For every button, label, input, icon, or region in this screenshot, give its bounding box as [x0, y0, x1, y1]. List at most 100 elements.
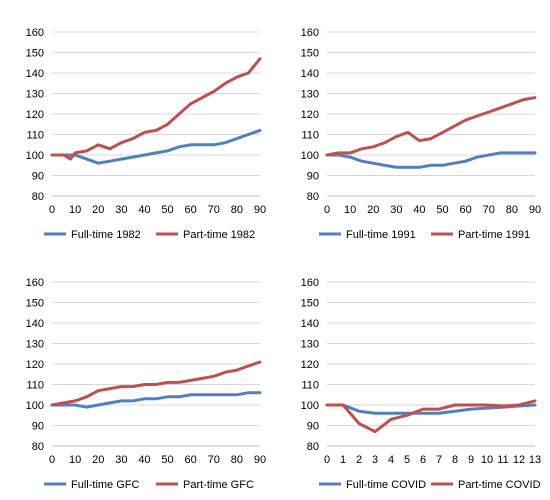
legend-label: Full-time 1991: [346, 229, 416, 241]
y-tick-label: 100: [26, 150, 44, 162]
y-tick-label: 150: [301, 298, 319, 310]
y-tick-label: 120: [301, 359, 319, 371]
y-tick-label: 150: [26, 298, 44, 310]
x-tick-label: 20: [92, 454, 104, 466]
legend-label: Part-time COVID: [458, 479, 541, 491]
y-tick-label: 160: [26, 27, 44, 39]
y-tick-label: 120: [26, 109, 44, 121]
y-tick-label: 130: [301, 339, 319, 351]
y-tick-label: 110: [301, 380, 319, 392]
x-tick-label: 11: [497, 454, 508, 466]
x-tick-label: 30: [390, 204, 402, 216]
x-tick-label: 80: [231, 204, 243, 216]
legend-label: Full-time GFC: [71, 479, 140, 491]
y-tick-label: 80: [32, 441, 44, 453]
series-line: [50, 360, 262, 407]
y-tick-label: 90: [307, 171, 319, 183]
x-tick-label: 50: [161, 204, 173, 216]
x-tick-label: 50: [436, 204, 448, 216]
y-tick-label: 130: [301, 89, 319, 101]
x-tick-label: 7: [436, 454, 442, 466]
x-tick-label: 0: [324, 204, 330, 216]
x-tick-label: 10: [481, 454, 493, 466]
y-tick-label: 90: [307, 421, 319, 433]
y-tick-label: 160: [26, 277, 44, 289]
x-tick-label: 30: [115, 204, 127, 216]
y-tick-label: 110: [26, 380, 44, 392]
x-tick-label: 0: [49, 204, 55, 216]
x-tick-label: 90: [254, 454, 266, 466]
x-tick-label: 1: [340, 454, 346, 466]
x-tick-label: 10: [69, 204, 81, 216]
x-tick-label: 13: [529, 454, 541, 466]
x-tick-label: 70: [483, 204, 495, 216]
x-tick-label: 90: [254, 204, 266, 216]
x-tick-label: 40: [138, 454, 150, 466]
x-tick-label: 60: [185, 454, 197, 466]
chart-gfc: 80 90 100 110 120 130 140 150 160 0 10 20 30 40 50 60 70…: [26, 277, 266, 491]
x-tick-label: 9: [468, 454, 474, 466]
series-line: [325, 96, 537, 157]
y-tick-label: 80: [32, 191, 44, 203]
y-tick-label: 120: [26, 359, 44, 371]
y-tick-label: 130: [26, 89, 44, 101]
x-tick-label: 60: [185, 204, 197, 216]
x-tick-label: 0: [324, 454, 330, 466]
x-tick-label: 80: [231, 454, 243, 466]
y-tick-label: 150: [26, 48, 44, 60]
x-tick-label: 10: [344, 204, 356, 216]
x-tick-label: 20: [367, 204, 379, 216]
x-tick-label: 5: [404, 454, 410, 466]
x-tick-label: 0: [49, 454, 55, 466]
series-line: [50, 57, 262, 161]
x-tick-label: 6: [420, 454, 426, 466]
y-tick-label: 140: [26, 318, 44, 330]
chart-1991: 80 90 100 110 120 130 140 150 160 0 10 20 30 40 50 60 70…: [301, 27, 541, 241]
y-tick-label: 160: [301, 27, 319, 39]
y-tick-label: 120: [301, 109, 319, 121]
y-tick-label: 80: [307, 191, 319, 203]
x-tick-label: 60: [460, 204, 472, 216]
x-tick-label: 20: [92, 204, 104, 216]
legend-label: Part-time 1982: [183, 229, 255, 241]
y-tick-label: 80: [307, 441, 319, 453]
y-tick-label: 100: [26, 400, 44, 412]
y-tick-label: 90: [32, 421, 44, 433]
chart-1982: 80 90 100 110 120 130 140 150 160 0 10 20 30 40 50 60 70…: [26, 27, 266, 241]
x-tick-label: 50: [161, 454, 173, 466]
y-tick-label: 160: [301, 277, 319, 289]
series-line: [50, 391, 262, 409]
y-tick-label: 100: [301, 150, 319, 162]
x-tick-label: 40: [413, 204, 425, 216]
x-tick-label: 2: [356, 454, 362, 466]
legend-label: Part-time 1991: [458, 229, 530, 241]
series-line: [325, 151, 537, 169]
series-line: [325, 399, 537, 434]
legend-label: Full-time COVID: [346, 479, 426, 491]
x-tick-label: 12: [513, 454, 525, 466]
y-tick-label: 110: [301, 130, 319, 142]
y-tick-label: 90: [32, 171, 44, 183]
x-tick-label: 10: [69, 454, 81, 466]
y-tick-label: 140: [301, 318, 319, 330]
x-tick-label: 4: [388, 454, 394, 466]
legend-label: Part-time GFC: [183, 479, 254, 491]
y-tick-label: 100: [301, 400, 319, 412]
series-line: [50, 128, 262, 165]
x-tick-label: 70: [208, 204, 220, 216]
x-tick-label: 70: [208, 454, 220, 466]
x-tick-label: 80: [506, 204, 518, 216]
y-tick-label: 110: [26, 130, 44, 142]
legend-label: Full-time 1982: [71, 229, 141, 241]
y-tick-label: 150: [301, 48, 319, 60]
x-tick-label: 30: [115, 454, 127, 466]
x-tick-label: 8: [452, 454, 458, 466]
x-tick-label: 90: [529, 204, 541, 216]
y-tick-label: 140: [26, 68, 44, 80]
y-tick-label: 140: [301, 68, 319, 80]
x-tick-label: 3: [372, 454, 378, 466]
x-tick-label: 40: [138, 204, 150, 216]
y-tick-label: 130: [26, 339, 44, 351]
